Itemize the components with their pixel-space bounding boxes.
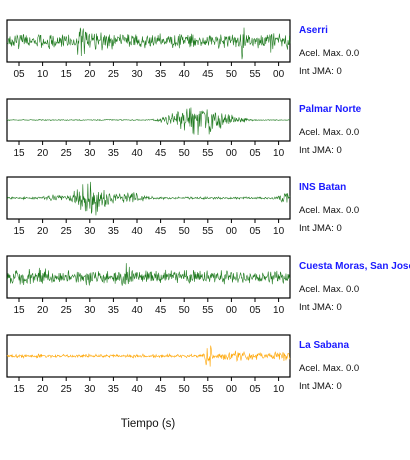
x-tick-label: 50 bbox=[226, 69, 238, 80]
max-acceleration: Acel. Max. 0.0 bbox=[299, 127, 359, 138]
x-tick-label: 10 bbox=[273, 384, 285, 395]
max-acceleration: Acel. Max. 0.0 bbox=[299, 48, 359, 59]
x-tick-label: 40 bbox=[131, 305, 143, 316]
x-tick-label: 30 bbox=[84, 384, 96, 395]
x-tick-label: 45 bbox=[202, 69, 214, 80]
x-tick-label: 40 bbox=[131, 384, 143, 395]
x-tick-label: 20 bbox=[37, 384, 49, 395]
x-tick-label: 00 bbox=[226, 384, 238, 395]
x-tick-label: 25 bbox=[61, 226, 73, 237]
panel-4: 15 20 25 30 35 40 45 50 55 00 05 10 Cuesta Moras, Sa… bbox=[6, 255, 410, 316]
x-tick-label: 25 bbox=[61, 305, 73, 316]
panel-frame bbox=[6, 255, 291, 299]
max-acceleration: Acel. Max. 0.0 bbox=[299, 284, 359, 295]
waveform-trace bbox=[6, 27, 291, 60]
panel-3: 15 20 25 30 35 40 45 50 55 00 05 10 INS Batan Acel. M… bbox=[6, 176, 359, 237]
x-tick-label: 00 bbox=[273, 69, 285, 80]
x-tick-label: 45 bbox=[155, 226, 167, 237]
x-tick-label: 25 bbox=[61, 384, 73, 395]
x-tick-label: 10 bbox=[273, 226, 285, 237]
x-tick-label: 20 bbox=[37, 305, 49, 316]
x-tick-label: 50 bbox=[179, 384, 191, 395]
x-tick-label: 00 bbox=[226, 226, 238, 237]
x-tick-label: 35 bbox=[108, 226, 120, 237]
x-tick-label: 05 bbox=[249, 384, 261, 395]
panel-5: 15 20 25 30 35 40 45 50 55 00 05 10 La Sabana Acel. M… bbox=[6, 334, 359, 395]
x-tick-label: 00 bbox=[226, 148, 238, 159]
station-name: Aserri bbox=[299, 25, 328, 36]
x-tick-label: 05 bbox=[249, 148, 261, 159]
x-tick-label: 40 bbox=[179, 69, 191, 80]
x-tick-label: 30 bbox=[84, 305, 96, 316]
jma-intensity: Int JMA: 0 bbox=[299, 145, 342, 156]
x-tick-label: 45 bbox=[155, 384, 167, 395]
panel-frame bbox=[6, 334, 291, 378]
station-name: La Sabana bbox=[299, 340, 349, 351]
x-tick-label: 55 bbox=[249, 69, 261, 80]
x-tick-label: 45 bbox=[155, 305, 167, 316]
station-name: Cuesta Moras, San Jose bbox=[299, 261, 410, 272]
x-tick-label: 35 bbox=[108, 384, 120, 395]
x-tick-label: 10 bbox=[37, 69, 49, 80]
x-tick-label: 30 bbox=[84, 226, 96, 237]
station-name: INS Batan bbox=[299, 182, 346, 193]
x-tick-label: 50 bbox=[179, 226, 191, 237]
waveform-trace bbox=[6, 263, 291, 286]
x-tick-label: 30 bbox=[131, 69, 143, 80]
x-tick-label: 15 bbox=[13, 305, 25, 316]
x-tick-label: 45 bbox=[155, 148, 167, 159]
x-tick-label: 55 bbox=[202, 226, 214, 237]
x-tick-label: 15 bbox=[13, 148, 25, 159]
max-acceleration: Acel. Max. 0.0 bbox=[299, 205, 359, 216]
jma-intensity: Int JMA: 0 bbox=[299, 66, 342, 77]
x-tick-label: 15 bbox=[61, 69, 73, 80]
jma-intensity: Int JMA: 0 bbox=[299, 223, 342, 234]
x-tick-label: 10 bbox=[273, 305, 285, 316]
max-acceleration: Acel. Max. 0.0 bbox=[299, 363, 359, 374]
seismogram-panels: 05 10 15 20 25 30 35 40 45 50 55 00 Aserri Acel. Max.… bbox=[6, 19, 410, 395]
x-tick-label: 35 bbox=[108, 305, 120, 316]
x-tick-label: 40 bbox=[131, 148, 143, 159]
x-axis-title: Tiempo (s) bbox=[121, 418, 176, 430]
x-tick-label: 05 bbox=[249, 305, 261, 316]
waveform-trace bbox=[6, 345, 291, 367]
x-tick-label: 00 bbox=[226, 305, 238, 316]
x-tick-label: 50 bbox=[179, 148, 191, 159]
waveform-trace bbox=[6, 181, 291, 216]
panel-2: 15 20 25 30 35 40 45 50 55 00 05 10 Palmar Norte Acel… bbox=[6, 98, 362, 159]
x-tick-label: 35 bbox=[108, 148, 120, 159]
x-tick-label: 15 bbox=[13, 226, 25, 237]
x-tick-label: 25 bbox=[61, 148, 73, 159]
x-tick-label: 15 bbox=[13, 384, 25, 395]
x-tick-label: 10 bbox=[273, 148, 285, 159]
x-tick-label: 25 bbox=[108, 69, 120, 80]
station-name: Palmar Norte bbox=[299, 104, 362, 115]
x-tick-label: 20 bbox=[84, 69, 96, 80]
jma-intensity: Int JMA: 0 bbox=[299, 302, 342, 313]
jma-intensity: Int JMA: 0 bbox=[299, 381, 342, 392]
x-tick-label: 50 bbox=[179, 305, 191, 316]
waveform-trace bbox=[6, 107, 291, 136]
x-tick-label: 05 bbox=[13, 69, 25, 80]
x-tick-label: 30 bbox=[84, 148, 96, 159]
x-tick-label: 20 bbox=[37, 148, 49, 159]
x-tick-label: 35 bbox=[155, 69, 167, 80]
x-tick-label: 55 bbox=[202, 305, 214, 316]
x-tick-label: 55 bbox=[202, 148, 214, 159]
x-tick-label: 40 bbox=[131, 226, 143, 237]
x-tick-label: 05 bbox=[249, 226, 261, 237]
x-tick-label: 55 bbox=[202, 384, 214, 395]
x-tick-label: 20 bbox=[37, 226, 49, 237]
panel-1: 05 10 15 20 25 30 35 40 45 50 55 00 Aserri Acel. Max.… bbox=[6, 19, 359, 80]
